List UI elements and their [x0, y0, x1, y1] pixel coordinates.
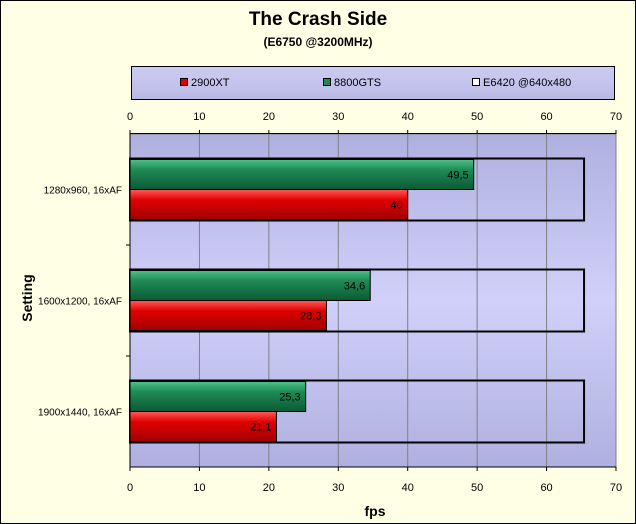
- legend-label-e6420: E6420 @640x480: [483, 77, 572, 89]
- x-tick-label-bottom: 40: [402, 482, 414, 494]
- legend-item-e6420: E6420 @640x480: [472, 77, 571, 89]
- data-label-2900xt: 28,3: [300, 311, 321, 323]
- x-tick-label-top: 10: [193, 111, 205, 123]
- x-tick-label-top: 50: [471, 111, 483, 123]
- x-tick-label-bottom: 50: [471, 482, 483, 494]
- category-label: 1900x1440, 16xAF: [38, 408, 122, 419]
- bar-8800gts: [129, 270, 371, 301]
- data-label-2900xt: 21,1: [250, 422, 271, 434]
- x-tick-label-bottom: 20: [263, 482, 275, 494]
- bar-2900xt: [129, 300, 327, 331]
- data-label-8800gts: 49,5: [447, 170, 468, 182]
- legend-swatch-e6420: [472, 78, 480, 86]
- x-tick-label-bottom: 10: [193, 482, 205, 494]
- x-tick-label-bottom: 60: [540, 482, 552, 494]
- legend-item-2900xt: 2900XT: [180, 77, 230, 89]
- category-label: 1600x1200, 16xAF: [38, 297, 122, 308]
- x-tick-label-bottom: 0: [127, 482, 133, 494]
- x-tick-label-top: 40: [402, 111, 414, 123]
- x-tick-label-top: 20: [263, 111, 275, 123]
- bar-8800gts: [129, 159, 475, 190]
- category-label: 1280x960, 16xAF: [44, 186, 122, 197]
- legend: 2900XT 8800GTS E6420 @640x480: [131, 66, 615, 100]
- x-tick-label-top: 70: [610, 111, 622, 123]
- x-tick-label-top: 30: [332, 111, 344, 123]
- legend-swatch-8800gts: [323, 78, 331, 86]
- chart-title: The Crash Side: [248, 9, 388, 30]
- legend-item-8800gts: 8800GTS: [323, 77, 381, 89]
- x-axis-title: fps: [364, 503, 386, 519]
- data-label-8800gts: 25,3: [279, 392, 300, 404]
- x-tick-label-bottom: 30: [332, 482, 344, 494]
- data-label-2900xt: 40: [390, 200, 402, 212]
- legend-swatch-2900xt: [180, 78, 188, 86]
- x-tick-label-bottom: 70: [610, 482, 622, 494]
- x-tick-label-top: 0: [127, 111, 133, 123]
- data-label-8800gts: 34,6: [344, 281, 365, 293]
- bar-2900xt: [129, 411, 277, 442]
- bar-2900xt: [129, 189, 409, 220]
- x-tick-label-top: 60: [540, 111, 552, 123]
- legend-label-8800gts: 8800GTS: [334, 77, 382, 89]
- legend-label-2900xt: 2900XT: [191, 77, 230, 89]
- chart-subtitle: (E6750 @3200MHz): [263, 35, 373, 49]
